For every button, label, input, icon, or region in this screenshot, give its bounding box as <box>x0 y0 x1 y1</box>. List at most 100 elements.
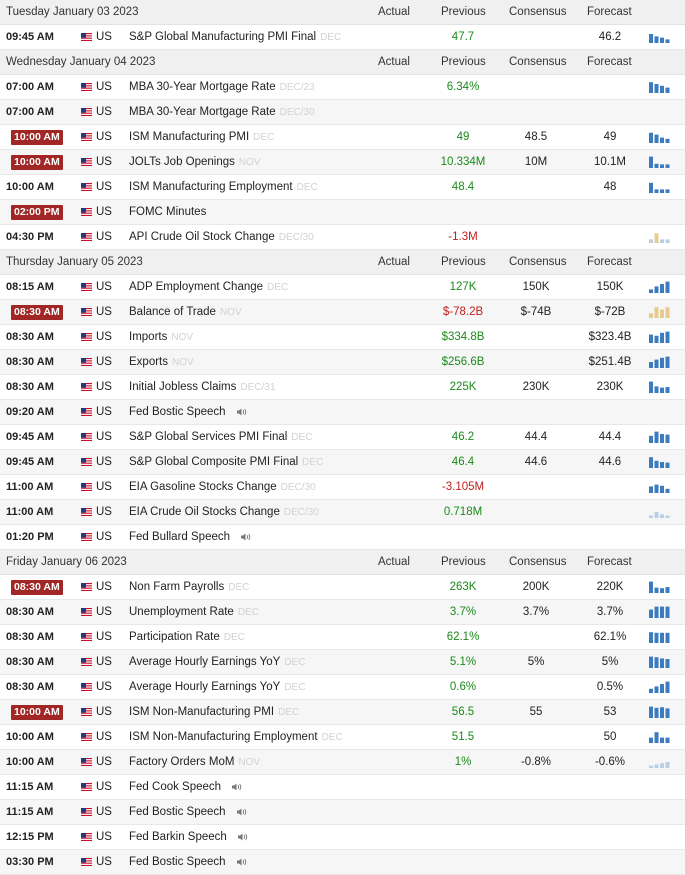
event-row[interactable]: 11:15 AM US Fed Bostic Speech <box>0 800 685 825</box>
event-name-link[interactable]: JOLTs Job Openings <box>129 156 235 168</box>
sparkline-chart-icon[interactable] <box>648 531 670 543</box>
sparkline-chart-icon[interactable] <box>648 731 670 743</box>
event-row[interactable]: 01:20 PM US Fed Bullard Speech <box>0 525 685 550</box>
event-row[interactable]: 07:00 AM US MBA 30-Year Mortgage Rate DEC… <box>0 100 685 125</box>
event-row[interactable]: 02:00 PM US FOMC Minutes <box>0 200 685 225</box>
sparkline-chart-icon[interactable] <box>648 31 670 43</box>
event-row[interactable]: 08:30 AM US Unemployment Rate DEC 3.7% 3.… <box>0 600 685 625</box>
sparkline-chart-icon[interactable] <box>648 231 670 243</box>
event-name-link[interactable]: S&P Global Manufacturing PMI Final <box>129 31 317 43</box>
event-row[interactable]: 08:30 AM US Exports NOV $256.6B $251.4B <box>0 350 685 375</box>
event-row[interactable]: 08:30 AM US Imports NOV $334.8B $323.4B <box>0 325 685 350</box>
event-name-link[interactable]: Fed Cook Speech <box>129 781 222 793</box>
event-row[interactable]: 09:45 AM US S&P Global Manufacturing PMI… <box>0 25 685 50</box>
event-name-link[interactable]: S&P Global Composite PMI Final <box>129 456 299 468</box>
event-name-link[interactable]: MBA 30-Year Mortgage Rate <box>129 81 276 93</box>
event-row[interactable]: 08:30 AM US Initial Jobless Claims DEC/31… <box>0 375 685 400</box>
sparkline-bar <box>654 233 659 243</box>
sparkline-chart-icon[interactable] <box>648 506 670 518</box>
sparkline-chart-icon[interactable] <box>648 781 670 793</box>
event-name-link[interactable]: FOMC Minutes <box>129 206 207 218</box>
sparkline-chart-icon[interactable] <box>648 631 670 643</box>
event-period: DEC <box>321 732 343 743</box>
event-name-link[interactable]: Average Hourly Earnings YoY <box>129 656 281 668</box>
event-name-link[interactable]: Balance of Trade <box>129 306 216 318</box>
event-name-link[interactable]: Fed Barkin Speech <box>129 831 227 843</box>
sparkline-chart-icon[interactable] <box>648 306 670 318</box>
event-row[interactable]: 10:00 AM US ISM Manufacturing Employment… <box>0 175 685 200</box>
event-row[interactable]: 09:45 AM US S&P Global Composite PMI Fin… <box>0 450 685 475</box>
event-name-link[interactable]: ISM Non-Manufacturing PMI <box>129 706 275 718</box>
sparkline-chart-icon[interactable] <box>648 181 670 193</box>
event-row[interactable]: 08:15 AM US ADP Employment Change DEC 127… <box>0 275 685 300</box>
sparkline-chart-icon[interactable] <box>648 106 670 118</box>
event-name-link[interactable]: EIA Gasoline Stocks Change <box>129 481 277 493</box>
event-row[interactable]: 07:00 AM US MBA 30-Year Mortgage Rate DEC… <box>0 75 685 100</box>
sparkline-chart-icon[interactable] <box>648 831 670 843</box>
event-row[interactable]: 08:30 AM US Balance of Trade NOV $-78.2B … <box>0 300 685 325</box>
sparkline-chart-icon[interactable] <box>648 706 670 718</box>
sparkline-bar <box>665 737 670 743</box>
sparkline-chart-icon[interactable] <box>648 331 670 343</box>
event-row[interactable]: 09:45 AM US S&P Global Services PMI Fina… <box>0 425 685 450</box>
event-row[interactable]: 03:30 PM US Fed Bostic Speech <box>0 850 685 875</box>
event-time: 10:00 AM <box>6 756 54 768</box>
event-name-link[interactable]: Imports <box>129 331 168 343</box>
event-name-link[interactable]: MBA 30-Year Mortgage Rate <box>129 106 276 118</box>
sparkline-chart-icon[interactable] <box>648 381 670 393</box>
event-actual <box>360 375 420 399</box>
sparkline-chart-icon[interactable] <box>648 756 670 768</box>
event-name-link[interactable]: Average Hourly Earnings YoY <box>129 681 281 693</box>
event-row[interactable]: 04:30 PM US API Crude Oil Stock Change DE… <box>0 225 685 250</box>
event-name-link[interactable]: Unemployment Rate <box>129 606 234 618</box>
event-name-link[interactable]: S&P Global Services PMI Final <box>129 431 288 443</box>
event-row[interactable]: 10:00 AM US Factory Orders MoM NOV 1% -0.… <box>0 750 685 775</box>
event-name-link[interactable]: Exports <box>129 356 168 368</box>
sparkline-chart-icon[interactable] <box>648 481 670 493</box>
event-name-link[interactable]: Participation Rate <box>129 631 220 643</box>
event-row[interactable]: 12:15 PM US Fed Barkin Speech <box>0 825 685 850</box>
sparkline-chart-icon[interactable] <box>648 131 670 143</box>
event-name-link[interactable]: Initial Jobless Claims <box>129 381 237 393</box>
event-name-link[interactable]: Non Farm Payrolls <box>129 581 225 593</box>
event-name-link[interactable]: ISM Manufacturing PMI <box>129 131 250 143</box>
event-name-link[interactable]: ISM Non-Manufacturing Employment <box>129 731 318 743</box>
sparkline-chart-icon[interactable] <box>648 206 670 218</box>
speaker-icon <box>241 533 251 541</box>
event-name-link[interactable]: Fed Bostic Speech <box>129 856 226 868</box>
sparkline-chart-icon[interactable] <box>648 606 670 618</box>
sparkline-chart-icon[interactable] <box>648 356 670 368</box>
sparkline-chart-icon[interactable] <box>648 806 670 818</box>
event-row[interactable]: 08:30 AM US Non Farm Payrolls DEC 263K 20… <box>0 575 685 600</box>
event-name-link[interactable]: Fed Bostic Speech <box>129 406 226 418</box>
event-name-link[interactable]: Fed Bostic Speech <box>129 806 226 818</box>
sparkline-chart-icon[interactable] <box>648 81 670 93</box>
sparkline-chart-icon[interactable] <box>648 856 670 868</box>
event-name-cell: Factory Orders MoM NOV <box>129 750 260 774</box>
sparkline-chart-icon[interactable] <box>648 681 670 693</box>
sparkline-chart-icon[interactable] <box>648 156 670 168</box>
event-row[interactable]: 08:30 AM US Participation Rate DEC 62.1% … <box>0 625 685 650</box>
sparkline-chart-icon[interactable] <box>648 456 670 468</box>
event-name-link[interactable]: EIA Crude Oil Stocks Change <box>129 506 280 518</box>
event-name-link[interactable]: ADP Employment Change <box>129 281 264 293</box>
event-name-link[interactable]: Fed Bullard Speech <box>129 531 231 543</box>
sparkline-chart-icon[interactable] <box>648 406 670 418</box>
event-row[interactable]: 10:00 AM US JOLTs Job Openings NOV 10.334… <box>0 150 685 175</box>
sparkline-chart-icon[interactable] <box>648 656 670 668</box>
event-row[interactable]: 08:30 AM US Average Hourly Earnings YoY D… <box>0 675 685 700</box>
sparkline-chart-icon[interactable] <box>648 431 670 443</box>
event-row[interactable]: 11:00 AM US EIA Gasoline Stocks Change DE… <box>0 475 685 500</box>
event-row[interactable]: 10:00 AM US ISM Non-Manufacturing PMI DEC… <box>0 700 685 725</box>
event-row[interactable]: 10:00 AM US ISM Manufacturing PMI DEC 49 … <box>0 125 685 150</box>
sparkline-chart-icon[interactable] <box>648 581 670 593</box>
event-name-link[interactable]: ISM Manufacturing Employment <box>129 181 293 193</box>
sparkline-chart-icon[interactable] <box>648 281 670 293</box>
event-row[interactable]: 08:30 AM US Average Hourly Earnings YoY D… <box>0 650 685 675</box>
event-row[interactable]: 11:00 AM US EIA Crude Oil Stocks Change D… <box>0 500 685 525</box>
event-row[interactable]: 09:20 AM US Fed Bostic Speech <box>0 400 685 425</box>
event-name-link[interactable]: API Crude Oil Stock Change <box>129 231 275 243</box>
event-name-link[interactable]: Factory Orders MoM <box>129 756 235 768</box>
event-row[interactable]: 11:15 AM US Fed Cook Speech <box>0 775 685 800</box>
event-row[interactable]: 10:00 AM US ISM Non-Manufacturing Employ… <box>0 725 685 750</box>
